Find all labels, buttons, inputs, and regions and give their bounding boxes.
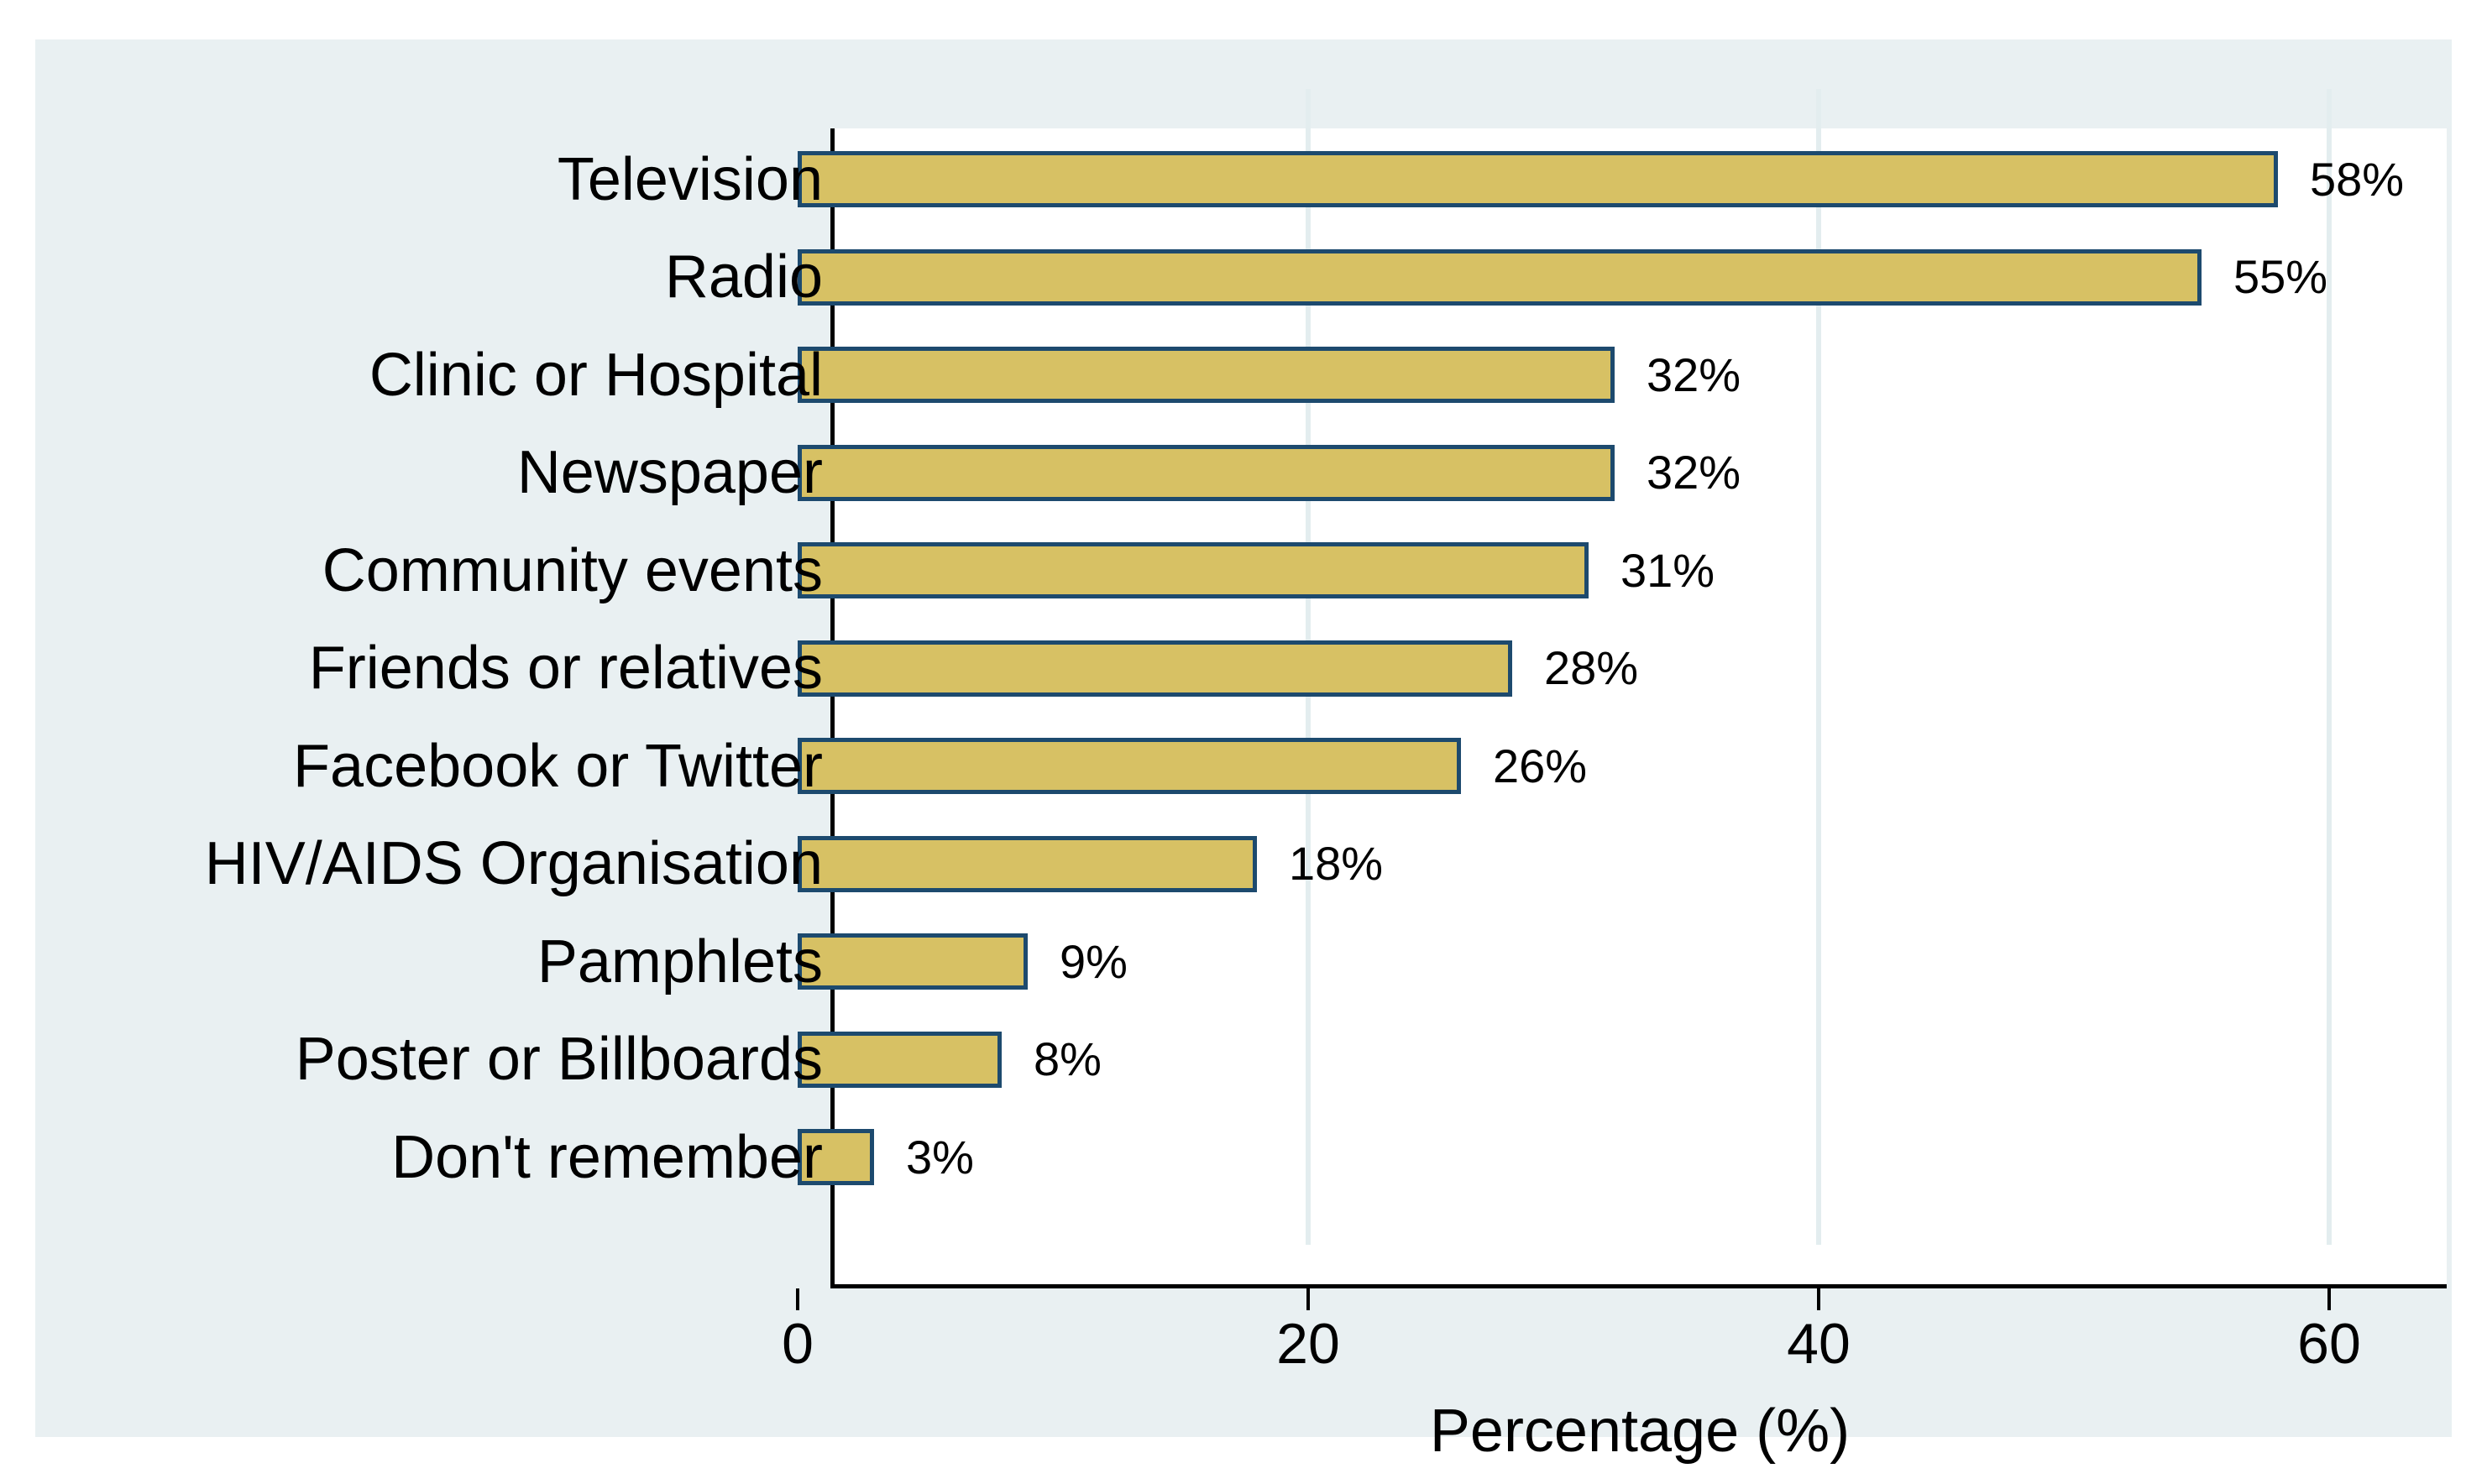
category-label: Radio [664, 243, 823, 311]
bar [798, 248, 2202, 306]
value-label: 8% [1034, 1032, 1102, 1085]
x-gridline [2327, 89, 2332, 1245]
category-label: Poster or Billboards [295, 1026, 823, 1093]
value-label: 3% [906, 1130, 974, 1184]
value-label: 31% [1620, 543, 1715, 597]
value-label: 32% [1647, 347, 1741, 401]
bar [798, 347, 1615, 403]
bar [798, 151, 2278, 207]
x-gridline [1816, 89, 1821, 1245]
bar [798, 933, 1028, 990]
value-label: 32% [1647, 446, 1741, 499]
x-axis-title: Percentage (%) [1429, 1398, 1851, 1465]
bar [798, 1129, 874, 1185]
category-label: Television [557, 145, 823, 213]
category-label: Facebook or Twitter [293, 732, 823, 800]
x-tick-label: 60 [2297, 1312, 2361, 1376]
x-tick [1306, 1288, 1310, 1310]
value-label: 9% [1060, 934, 1128, 988]
category-label: Community events [322, 536, 823, 604]
category-label: Newspaper [516, 439, 823, 506]
value-label: 55% [2233, 250, 2328, 303]
bar [798, 1031, 1002, 1088]
value-label: 18% [1289, 837, 1384, 890]
value-label: 26% [1493, 739, 1588, 792]
bar [798, 542, 1589, 598]
x-tick [2327, 1288, 2331, 1310]
x-axis-line [830, 1284, 2447, 1288]
bar [798, 835, 1257, 892]
y-axis-line [830, 128, 835, 1288]
chart-panel: 0 20 40 60 Television Radio Clinic or Hospita… [35, 39, 2452, 1461]
category-label: Don't remember [391, 1123, 823, 1191]
x-tick [796, 1288, 799, 1310]
category-label: Pamphlets [537, 928, 823, 995]
bar [798, 738, 1461, 794]
category-label: HIV/AIDS Organisation [204, 830, 823, 897]
plot-area [833, 128, 2447, 1284]
category-label: Clinic or Hospital [369, 341, 823, 409]
x-tick-label: 0 [782, 1312, 814, 1376]
value-label: 58% [2310, 152, 2405, 206]
value-label: 28% [1544, 641, 1639, 694]
bar [798, 444, 1615, 501]
category-label: Friends or relatives [308, 635, 823, 702]
bar [798, 640, 1512, 697]
x-tick [1817, 1288, 1820, 1310]
x-tick-label: 20 [1276, 1312, 1340, 1376]
x-tick-label: 40 [1787, 1312, 1851, 1376]
